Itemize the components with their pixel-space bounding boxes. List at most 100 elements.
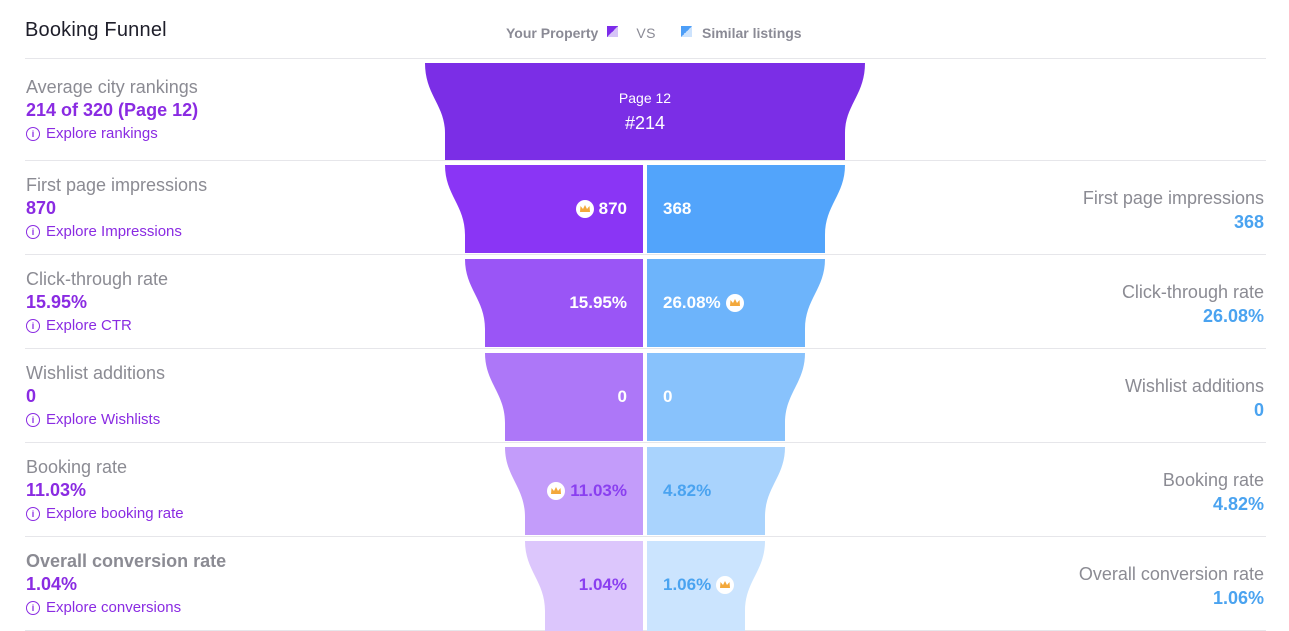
metric-label: Average city rankings <box>26 77 198 97</box>
similar-row-conversion: Overall conversion rate 1.06% <box>1079 562 1264 610</box>
divider <box>25 58 1266 59</box>
funnel-right-segment <box>647 541 765 631</box>
info-icon: i <box>26 507 40 521</box>
metric-row-conversion: Overall conversion rate 1.04% i Explore c… <box>26 550 226 619</box>
similar-value: 1.06% <box>1212 588 1264 608</box>
funnel-value-text: 11.03% <box>570 481 627 500</box>
crown-icon <box>716 576 735 594</box>
link-label: Explore CTR <box>46 317 132 334</box>
funnel-top-segment <box>425 63 865 160</box>
funnel-value-text: 368 <box>663 199 692 218</box>
funnel-left-value: 0 <box>618 385 627 409</box>
explore-impressions-link[interactable]: i Explore Impressions <box>26 221 207 243</box>
similar-row-booking: Booking rate 4.82% <box>1163 468 1264 516</box>
funnel-left-value: 15.95% <box>569 291 627 315</box>
divider <box>25 536 1266 537</box>
info-icon: i <box>26 601 40 615</box>
crown-icon <box>575 200 594 218</box>
explore-ctr-link[interactable]: i Explore CTR <box>26 315 168 337</box>
explore-booking-link[interactable]: i Explore booking rate <box>26 503 184 525</box>
funnel-value-text: 26.08% <box>663 293 721 312</box>
link-label: Explore conversions <box>46 599 182 616</box>
metric-value: 870 <box>26 198 57 218</box>
funnel-left-segment <box>505 447 643 535</box>
page-title: Booking Funnel <box>25 19 167 41</box>
metric-value: 0 <box>26 386 37 406</box>
similar-label: Booking rate <box>1162 470 1264 490</box>
blue-swatch-icon <box>681 25 692 37</box>
similar-label: First page impressions <box>1082 188 1264 208</box>
funnel-left-value: 11.03% <box>547 479 627 503</box>
explore-rankings-link[interactable]: i Explore rankings <box>26 123 198 145</box>
funnel-left-value: 1.04% <box>579 573 627 597</box>
link-label: Explore Wishlists <box>46 411 161 428</box>
funnel-right-value: 4.82% <box>663 479 711 503</box>
divider <box>25 442 1266 443</box>
similar-value: 26.08% <box>1202 306 1264 326</box>
funnel-right-value: 26.08% <box>663 291 744 315</box>
funnel-left-segment <box>465 259 643 347</box>
divider <box>25 254 1266 255</box>
metric-row-wishlists: Wishlist additions 0 i Explore Wishlists <box>26 362 165 431</box>
funnel-value-text: 0 <box>617 387 627 406</box>
funnel-page-label: Page 12 <box>618 90 672 106</box>
explore-wishlists-link[interactable]: i Explore Wishlists <box>26 409 165 431</box>
funnel-rank-label: #214 <box>624 113 666 133</box>
funnel-right-value: 368 <box>663 197 691 221</box>
similar-value: 368 <box>1233 212 1264 232</box>
metric-row-ctr: Click-through rate 15.95% i Explore CTR <box>26 268 168 337</box>
funnel-value-text: 4.82% <box>663 481 712 500</box>
metric-value: 15.95% <box>26 292 88 312</box>
legend-your-property: Your Property <box>506 25 599 41</box>
metric-value: 11.03% <box>26 480 87 500</box>
metric-value: 214 of 320 (Page 12) <box>26 100 199 120</box>
metric-label: Click-through rate <box>26 269 169 289</box>
funnel-value-text: 870 <box>598 199 627 218</box>
link-label: Explore Impressions <box>46 223 182 240</box>
metric-label: Booking rate <box>26 457 128 477</box>
metric-row-booking: Booking rate 11.03% i Explore booking rat… <box>26 456 184 525</box>
funnel-value-text: 15.95% <box>569 293 627 312</box>
legend: Your Property VS Similar listings <box>506 24 802 42</box>
metric-row-rankings: Average city rankings 214 of 320 (Page 1… <box>26 76 198 145</box>
similar-label: Overall conversion rate <box>1078 564 1264 584</box>
crown-icon <box>725 294 744 312</box>
funnel-value-text: 1.04% <box>578 575 627 594</box>
funnel-right-value: 0 <box>663 385 672 409</box>
metric-value: 1.04% <box>26 574 78 594</box>
info-icon: i <box>26 319 40 333</box>
similar-label: Click-through rate <box>1121 282 1264 302</box>
legend-vs: VS <box>636 25 656 41</box>
funnel-left-segment <box>525 541 643 631</box>
explore-conversions-link[interactable]: i Explore conversions <box>26 597 226 619</box>
legend-similar: Similar listings <box>702 25 802 41</box>
info-icon: i <box>26 225 40 239</box>
metric-label: Overall conversion rate <box>26 551 227 571</box>
funnel-right-segment <box>647 447 785 535</box>
divider <box>25 160 1266 161</box>
metric-label: First page impressions <box>26 175 208 195</box>
funnel-right-value: 1.06% <box>663 573 735 597</box>
funnel-left-segment <box>445 165 643 253</box>
link-label: Explore booking rate <box>46 505 184 522</box>
similar-row-ctr: Click-through rate 26.08% <box>1122 280 1264 328</box>
funnel-value-text: 1.06% <box>663 575 712 594</box>
similar-row-wishlists: Wishlist additions 0 <box>1125 374 1264 422</box>
info-icon: i <box>26 413 40 427</box>
similar-label: Wishlist additions <box>1124 376 1264 396</box>
funnel-value-text: 0 <box>663 387 673 406</box>
metric-row-impressions: First page impressions 870 i Explore Impr… <box>26 174 207 243</box>
purple-swatch-icon <box>607 25 619 37</box>
similar-value: 4.82% <box>1212 494 1264 514</box>
metric-label: Wishlist additions <box>26 363 166 383</box>
similar-value: 0 <box>1253 400 1264 420</box>
divider <box>25 348 1266 349</box>
info-icon: i <box>26 127 40 141</box>
funnel-left-value: 870 <box>575 197 627 221</box>
crown-icon <box>547 482 566 500</box>
similar-row-impressions: First page impressions 368 <box>1083 186 1264 234</box>
funnel-right-segment <box>647 353 805 441</box>
link-label: Explore rankings <box>46 125 158 142</box>
funnel-right-segment <box>647 165 845 253</box>
